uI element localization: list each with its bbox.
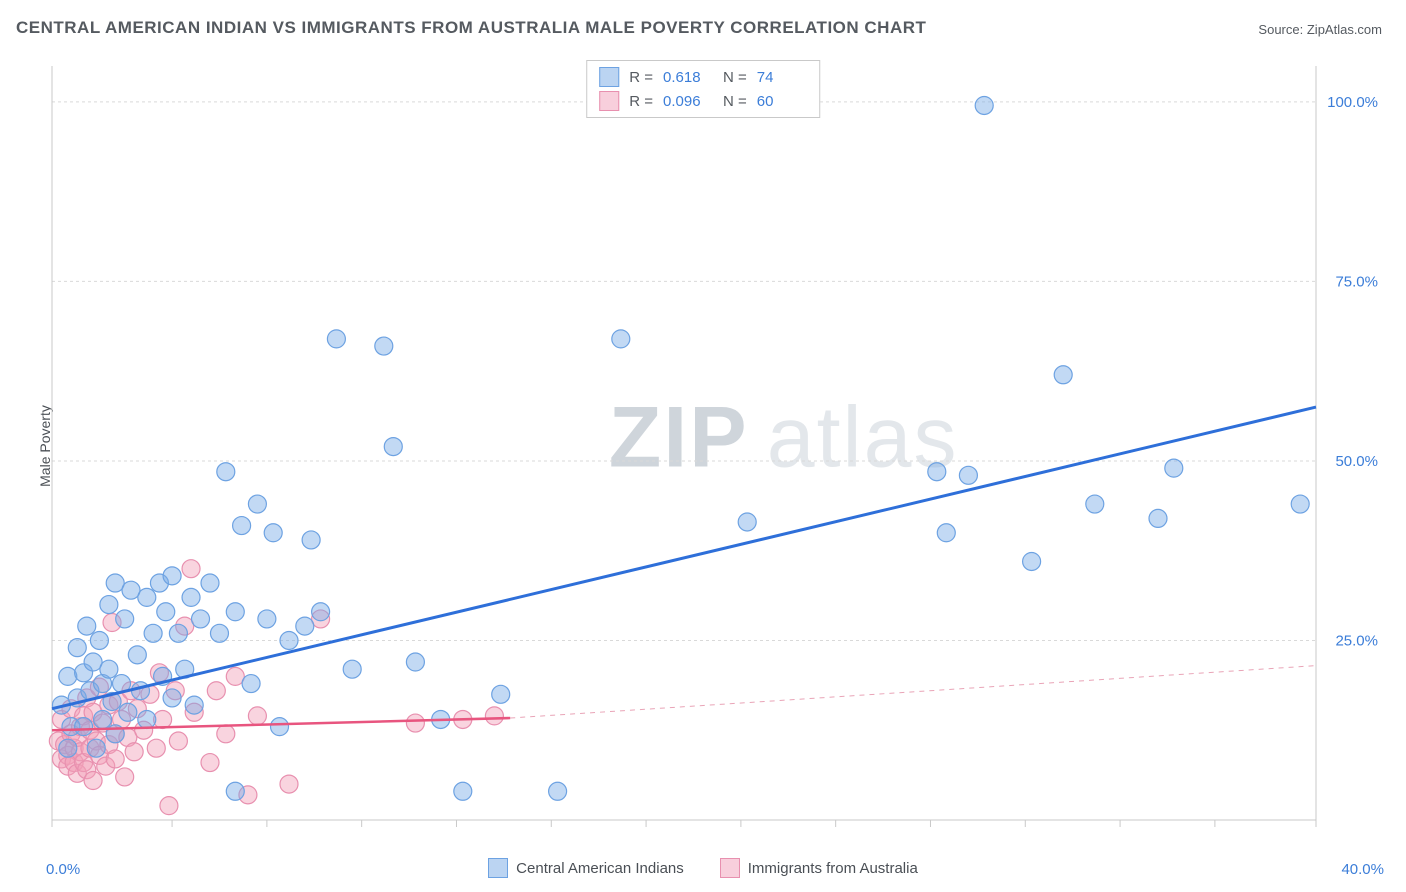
stat-n-value: 74 (757, 69, 807, 86)
swatch-icon (599, 91, 619, 111)
stat-r-label: R = (629, 69, 653, 86)
source-label: Source: (1258, 22, 1303, 37)
svg-text:100.0%: 100.0% (1327, 94, 1378, 111)
svg-text:25.0%: 25.0% (1335, 632, 1378, 649)
stat-n-value: 60 (757, 93, 807, 110)
legend-item: Central American Indians (488, 858, 684, 878)
stat-r-value: 0.096 (663, 93, 713, 110)
legend-label: Central American Indians (516, 860, 684, 877)
chart-title: CENTRAL AMERICAN INDIAN VS IMMIGRANTS FR… (16, 18, 926, 38)
stat-r-value: 0.618 (663, 69, 713, 86)
stats-row: R = 0.096 N = 60 (595, 89, 811, 113)
svg-text:ZIP: ZIP (609, 390, 749, 486)
legend-item: Immigrants from Australia (720, 858, 918, 878)
series-legend: Central American Indians Immigrants from… (0, 858, 1406, 878)
stat-n-label: N = (723, 93, 747, 110)
scatter-chart: ZIPatlas25.0%50.0%75.0%100.0% (46, 60, 1386, 842)
swatch-icon (720, 858, 740, 878)
source-value: ZipAtlas.com (1307, 22, 1382, 37)
stat-n-label: N = (723, 69, 747, 86)
legend-label: Immigrants from Australia (748, 860, 918, 877)
stats-row: R = 0.618 N = 74 (595, 65, 811, 89)
svg-text:75.0%: 75.0% (1335, 273, 1378, 290)
stats-legend-box: R = 0.618 N = 74 R = 0.096 N = 60 (586, 60, 820, 118)
swatch-icon (599, 67, 619, 87)
plot-area: ZIPatlas25.0%50.0%75.0%100.0% (46, 60, 1386, 842)
stat-r-label: R = (629, 93, 653, 110)
svg-text:50.0%: 50.0% (1335, 453, 1378, 470)
swatch-icon (488, 858, 508, 878)
source-attribution: Source: ZipAtlas.com (1258, 22, 1382, 37)
